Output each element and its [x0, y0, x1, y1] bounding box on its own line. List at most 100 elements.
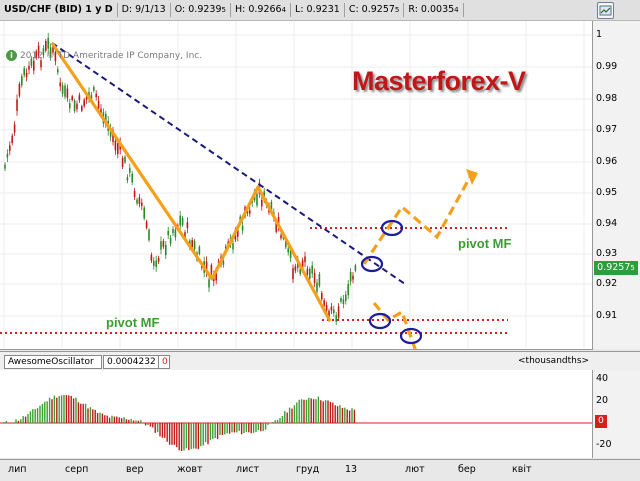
oscillator-bar [215, 423, 216, 438]
month-label: серп [65, 464, 88, 475]
oscillator-bar [344, 408, 345, 423]
chart-settings-icon[interactable] [597, 2, 614, 19]
oscillator-bar [39, 406, 40, 423]
candle-body [136, 200, 138, 204]
oscillator-bar [75, 398, 76, 423]
candle-body [71, 96, 73, 100]
candle-body [323, 300, 325, 305]
oscillator-bar [332, 403, 333, 423]
projection-up [364, 177, 470, 264]
oscillator-bar [13, 422, 14, 423]
oscillator-bar [152, 423, 153, 427]
candle-body [139, 197, 141, 204]
oscillator-bar [150, 423, 151, 426]
oscillator-bar [51, 399, 52, 423]
oscillator-bar [27, 414, 28, 423]
price-tick-label: 0.96 [596, 156, 617, 167]
oscillator-name[interactable]: AwesomeOscillator [4, 355, 102, 369]
oscillator-bar [236, 423, 237, 432]
oscillator-bar [71, 396, 72, 423]
oscillator-bar [270, 423, 271, 424]
candle-body [98, 101, 100, 109]
oscillator-bar [282, 416, 283, 423]
high-field: H: 0.92664 [231, 3, 291, 17]
oscillator-bar [20, 419, 21, 423]
candle-body [172, 229, 174, 233]
oscillator-bar [260, 423, 261, 431]
oscillator-bar [138, 421, 139, 423]
oscillator-pane[interactable] [0, 370, 593, 458]
oscillator-bar [49, 398, 50, 423]
oscillator-bar [174, 423, 175, 445]
oscillator-bar [229, 423, 230, 434]
candle-body [23, 68, 25, 75]
oscillator-bar [246, 423, 247, 432]
candle-body [21, 76, 23, 85]
oscillator-bar [176, 423, 177, 447]
candle-body [338, 306, 340, 317]
oscillator-bar [219, 423, 220, 435]
oscillator-bar [318, 397, 319, 423]
info-icon[interactable]: i [6, 50, 17, 61]
oscillator-bar [191, 423, 192, 449]
oscillator-bar [44, 402, 45, 423]
candle-body [151, 255, 153, 261]
oscillator-bar [265, 423, 266, 430]
candle-body [153, 261, 155, 266]
month-label: груд [296, 464, 319, 475]
oscillator-bar [169, 423, 170, 445]
candle-body [117, 143, 119, 154]
candle-body [141, 203, 143, 207]
oscillator-bar [23, 416, 24, 423]
candle-body [208, 279, 210, 287]
oscillator-bar [279, 418, 280, 423]
open-field: O: 0.92395 [171, 3, 231, 17]
oscillator-bar [198, 423, 199, 449]
oscillator-bar [308, 398, 309, 423]
candle-body [124, 157, 126, 163]
price-chart-pane[interactable]: i 2012 © TD Ameritrade IP Company, Inc. … [0, 21, 593, 350]
candle-body [223, 261, 225, 265]
candle-body [309, 269, 311, 279]
oscillator-bar [159, 423, 160, 436]
oscillator-bar [56, 398, 57, 423]
price-tick-label: 0.93 [596, 248, 617, 259]
oscillator-bar [203, 423, 204, 445]
oscillator-bar [255, 423, 256, 432]
oscillator-bar [114, 417, 115, 423]
candle-body [158, 258, 160, 262]
price-tick-label: 0.99 [596, 61, 617, 72]
candle-body [280, 235, 282, 238]
oscillator-y-axis[interactable]: 40200-20 [593, 370, 640, 458]
month-label: бер [458, 464, 476, 475]
oscillator-bar [121, 418, 122, 423]
candle-body [194, 241, 196, 249]
oscillator-bar [210, 423, 211, 440]
oscillator-bar [320, 400, 321, 423]
oscillator-bar [15, 419, 16, 423]
oscillator-bar [291, 409, 292, 423]
candle-body [292, 268, 294, 279]
candle-body [242, 226, 244, 231]
candle-body [4, 165, 6, 169]
candle-body [321, 293, 323, 299]
oscillator-bar [205, 423, 206, 442]
oscillator-bar [30, 411, 31, 423]
oscillator-bar [133, 420, 134, 423]
candle-body [316, 283, 318, 292]
oscillator-bar [248, 423, 249, 432]
candle-body [57, 69, 59, 72]
month-label: жовт [177, 464, 203, 475]
candle-body [64, 86, 66, 97]
oscillator-bar [54, 396, 55, 423]
oscillator-bar [119, 417, 120, 423]
oscillator-bar [251, 423, 252, 433]
oscillator-bar [241, 423, 242, 434]
oscillator-bar [253, 423, 254, 433]
symbol-label[interactable]: USD/CHF (BID) 1 y D [0, 3, 118, 17]
candle-body [211, 265, 213, 274]
oscillator-bar [164, 423, 165, 438]
